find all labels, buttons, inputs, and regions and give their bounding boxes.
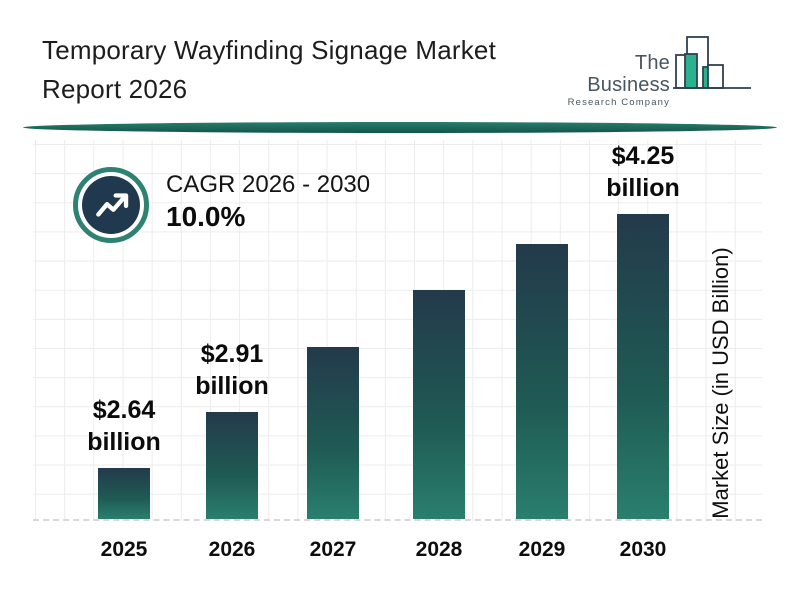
x-tick-label: 2026	[208, 538, 256, 561]
x-tick-label: 2027	[309, 538, 357, 561]
page-title-line2: Report 2026	[42, 74, 188, 104]
x-tick-label: 2030	[619, 538, 667, 561]
bar-value-label: $2.91 billion	[195, 340, 269, 400]
company-logo-text: The Business Research Company	[560, 52, 670, 108]
cagr-badge	[73, 167, 149, 243]
bar-value-label: $4.25 billion	[606, 142, 680, 202]
chart-bar	[98, 468, 150, 519]
bar-skyline-icon	[673, 36, 751, 89]
x-tick-label: 2029	[518, 538, 566, 561]
y-axis-label: Market Size (in USD Billion)	[708, 247, 733, 519]
x-tick-label: 2025	[100, 538, 148, 561]
company-logo: The Business Research Company	[560, 30, 760, 108]
trending-up-icon	[82, 176, 140, 234]
page-title: Temporary Wayfinding Signage Market Repo…	[42, 31, 496, 109]
header-divider	[23, 122, 777, 133]
chart-bar	[307, 347, 359, 519]
x-tick-label: 2028	[415, 538, 463, 561]
cagr-value: 10.0%	[166, 201, 246, 232]
logo-name: The Business	[587, 52, 670, 96]
bar-value-label: $2.64 billion	[87, 396, 161, 456]
cagr-label: CAGR 2026 - 2030	[166, 171, 371, 198]
chart-bar	[413, 290, 465, 519]
chart-bar	[206, 412, 258, 519]
chart-bar	[617, 214, 669, 519]
logo-tagline: Research Company	[567, 97, 670, 108]
chart-bar	[516, 244, 568, 519]
page-title-line1: Temporary Wayfinding Signage Market	[42, 35, 497, 65]
